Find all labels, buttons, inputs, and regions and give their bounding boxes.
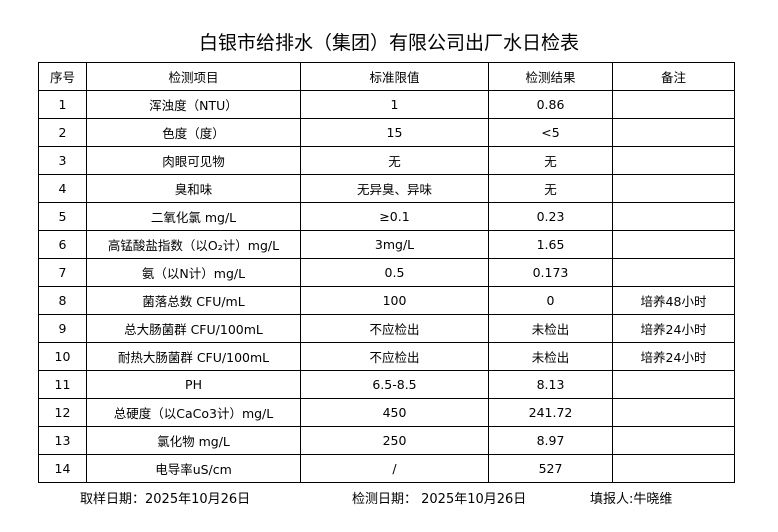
cell-standard: ≥0.1: [300, 202, 489, 231]
cell-item: 二氧化氯 mg/L: [86, 202, 301, 231]
cell-no: 6: [38, 230, 87, 259]
cell-standard: 0.5: [300, 258, 489, 287]
cell-standard: 6.5-8.5: [300, 370, 489, 399]
cell-remark: [612, 454, 735, 483]
table-row: 10 耐热大肠菌群 CFU/100mL 不应检出 未检出 培养24小时: [38, 342, 735, 371]
cell-result: <5: [488, 118, 613, 147]
cell-item: 氯化物 mg/L: [86, 426, 301, 455]
inspection-table: 序号 检测项目 标准限值 检测结果 备注 1 浑浊度（NTU） 1 0.86 2 色度（度） 15 <…: [38, 62, 735, 483]
table-body: 1 浑浊度（NTU） 1 0.86 2 色度（度） 15 <5 3 肉眼可见物无无 4 臭和味 无异臭、…: [38, 90, 735, 483]
cell-standard: 15: [300, 118, 489, 147]
table-row: 3 肉眼可见物无无: [38, 146, 735, 175]
cell-item: 高锰酸盐指数（以O₂计）mg/L: [86, 230, 301, 259]
table-row: 14 电导率uS/cm/527: [38, 454, 735, 483]
title: 白银市给排水（集团）有限公司出厂水日检表: [198, 32, 579, 54]
cell-item: 电导率uS/cm: [86, 454, 301, 483]
cell-remark: [612, 174, 735, 203]
header-row: 序号 检测项目 标准限值 检测结果 备注: [38, 62, 735, 91]
cell-remark: [612, 258, 735, 287]
cell-no: 13: [38, 426, 87, 455]
cell-item: 臭和味: [86, 174, 301, 203]
cell-result: 0.173: [488, 258, 613, 287]
table-row: 5 二氧化氯 mg/L ≥0.1 0.23: [38, 202, 735, 231]
cell-no: 12: [38, 398, 87, 427]
cell-remark: [612, 90, 735, 119]
table-row: 4 臭和味 无异臭、异味无: [38, 174, 735, 203]
cell-remark: [612, 202, 735, 231]
cell-result: 无: [488, 174, 613, 203]
cell-standard: 无异臭、异味: [300, 174, 489, 203]
header-cell: 检测结果: [488, 62, 613, 91]
cell-remark: [612, 398, 735, 427]
sampling-date: 取样日期：2025年10月26日: [80, 492, 251, 507]
cell-result: 0.23: [488, 202, 613, 231]
cell-standard: 3mg/L: [300, 230, 489, 259]
cell-item: PH: [86, 370, 301, 399]
cell-item: 菌落总数 CFU/mL: [86, 286, 301, 315]
reporter: 填报人:牛晓维: [590, 492, 673, 507]
cell-result: 未检出: [488, 314, 613, 343]
cell-no: 10: [38, 342, 87, 371]
table-row: 11 PH 6.5-8.5 8.13: [38, 370, 735, 399]
cell-standard: 250: [300, 426, 489, 455]
table-row: 12 总硬度（以CaCo3计）mg/L 450 241.72: [38, 398, 735, 427]
table-row: 9 总大肠菌群 CFU/100mL 不应检出 未检出 培养24小时: [38, 314, 735, 343]
cell-result: 无: [488, 146, 613, 175]
cell-result: 527: [488, 454, 613, 483]
cell-item: 总大肠菌群 CFU/100mL: [86, 314, 301, 343]
cell-no: 2: [38, 118, 87, 147]
cell-remark: [612, 118, 735, 147]
cell-standard: 无: [300, 146, 489, 175]
cell-no: 7: [38, 258, 87, 287]
table-row: 8 菌落总数 CFU/mL 100 0 培养48小时: [38, 286, 735, 315]
cell-remark: [612, 230, 735, 259]
table-row: 6 高锰酸盐指数（以O₂计）mg/L 3mg/L 1.65: [38, 230, 735, 259]
header-cell: 备注: [612, 62, 735, 91]
cell-item: 色度（度）: [86, 118, 301, 147]
cell-item: 氨（以N计）mg/L: [86, 258, 301, 287]
cell-item: 浑浊度（NTU）: [86, 90, 301, 119]
cell-standard: 100: [300, 286, 489, 315]
table-row: 7 氨（以N计）mg/L 0.5 0.173: [38, 258, 735, 287]
cell-no: 9: [38, 314, 87, 343]
cell-result: 0.86: [488, 90, 613, 119]
cell-standard: 1: [300, 90, 489, 119]
cell-standard: 450: [300, 398, 489, 427]
cell-remark: [612, 370, 735, 399]
cell-item: 耐热大肠菌群 CFU/100mL: [86, 342, 301, 371]
table-row: 2 色度（度） 15 <5: [38, 118, 735, 147]
cell-no: 4: [38, 174, 87, 203]
cell-no: 3: [38, 146, 87, 175]
cell-item: 总硬度（以CaCo3计）mg/L: [86, 398, 301, 427]
cell-result: 未检出: [488, 342, 613, 371]
cell-standard: 不应检出: [300, 314, 489, 343]
cell-remark: 培养48小时: [612, 286, 735, 315]
cell-standard: /: [300, 454, 489, 483]
cell-result: 241.72: [488, 398, 613, 427]
cell-standard: 不应检出: [300, 342, 489, 371]
cell-result: 0: [488, 286, 613, 315]
cell-remark: [612, 146, 735, 175]
cell-remark: 培养24小时: [612, 342, 735, 371]
table-row: 13 氯化物 mg/L 250 8.97: [38, 426, 735, 455]
cell-no: 5: [38, 202, 87, 231]
cell-no: 11: [38, 370, 87, 399]
header-cell: 检测项目: [86, 62, 301, 91]
header-cell: 序号: [38, 62, 87, 91]
cell-no: 8: [38, 286, 87, 315]
cell-remark: 培养24小时: [612, 314, 735, 343]
header-cell: 标准限值: [300, 62, 489, 91]
cell-result: 1.65: [488, 230, 613, 259]
cell-no: 1: [38, 90, 87, 119]
table-row: 1 浑浊度（NTU） 1 0.86: [38, 90, 735, 119]
cell-item: 肉眼可见物: [86, 146, 301, 175]
cell-result: 8.13: [488, 370, 613, 399]
cell-no: 14: [38, 454, 87, 483]
cell-result: 8.97: [488, 426, 613, 455]
cell-remark: [612, 426, 735, 455]
test-date: 检测日期： 2025年10月26日: [352, 492, 527, 507]
